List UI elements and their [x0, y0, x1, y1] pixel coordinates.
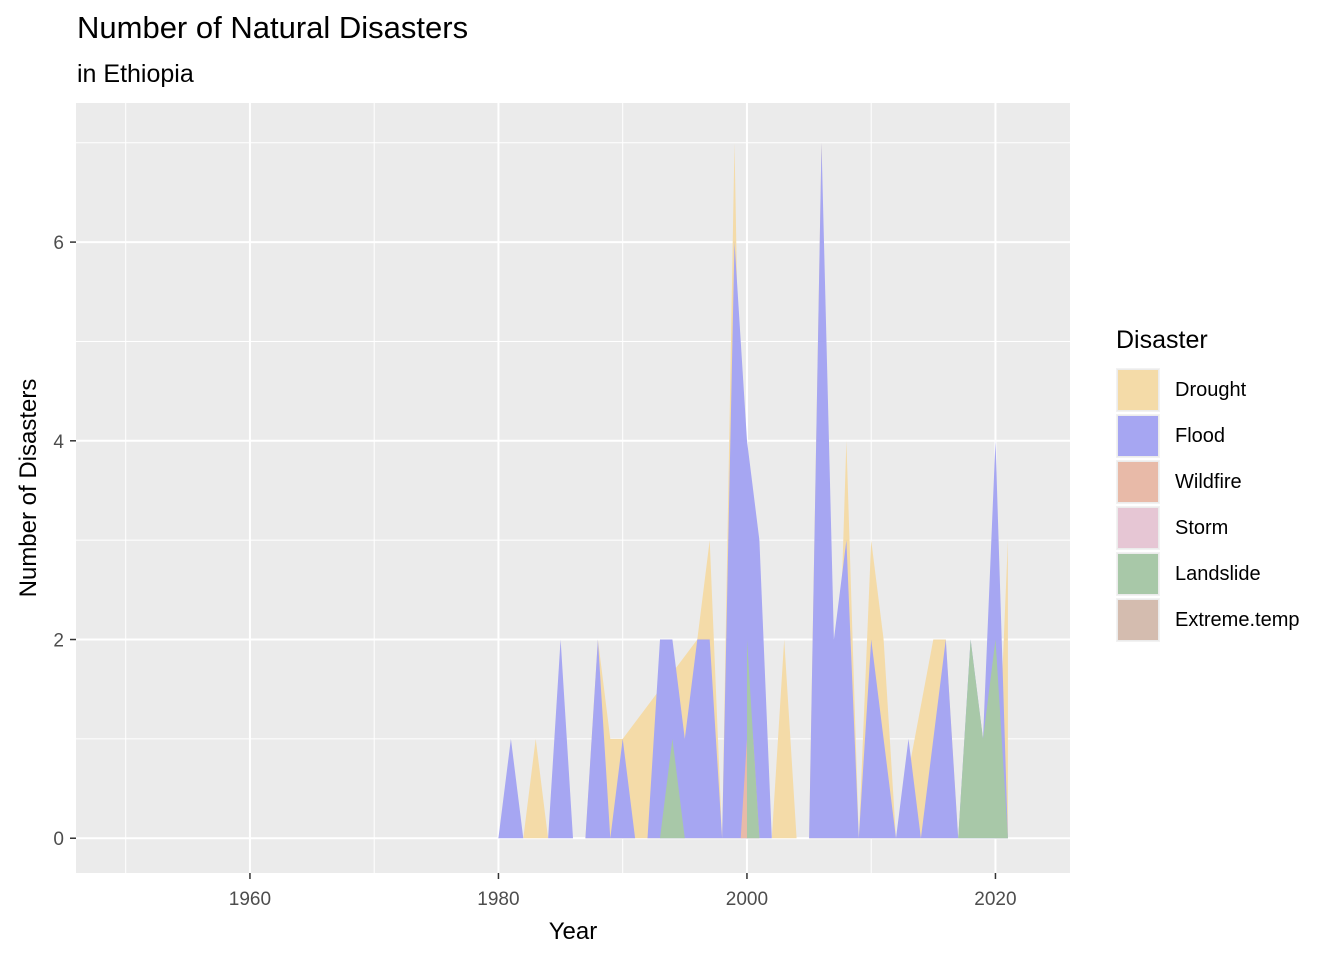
legend-item-flood: Flood	[1116, 413, 1299, 459]
x-tick-label: 2020	[974, 889, 1016, 910]
y-axis-title: Number of Disasters	[15, 379, 42, 598]
legend-key	[1116, 598, 1160, 642]
y-tick-label: 6	[53, 233, 64, 254]
legend-label: Extreme.temp	[1175, 608, 1300, 631]
legend-swatch-drought	[1118, 370, 1158, 410]
legend-item-landslide: Landslide	[1116, 551, 1299, 597]
legend-key	[1116, 368, 1160, 412]
legend-label: Flood	[1175, 424, 1226, 447]
x-tick-label: 1980	[477, 889, 519, 910]
x-tick-label: 2000	[726, 889, 768, 910]
y-tick-label: 2	[53, 631, 64, 652]
legend-label: Wildfire	[1175, 470, 1242, 493]
legend-swatch-extreme-temp	[1118, 600, 1158, 640]
legend-label: Storm	[1175, 516, 1229, 539]
y-tick-label: 0	[53, 829, 64, 850]
grid-major	[76, 103, 1070, 873]
legend-item-extreme-temp: Extreme.temp	[1116, 597, 1299, 643]
series-areas	[498, 142, 1008, 839]
legend-swatch-wildfire	[1118, 462, 1158, 502]
legend-key	[1116, 460, 1160, 504]
legend-item-wildfire: Wildfire	[1116, 459, 1299, 505]
area-flood	[498, 142, 1008, 839]
legend-key	[1116, 552, 1160, 596]
y-tick-label: 4	[53, 432, 64, 453]
chart-subtitle: in Ethiopia	[77, 60, 194, 88]
legend: Disaster Drought Flood Wildfire Storm Landsl…	[1116, 326, 1299, 643]
chart-title: Number of Natural Disasters	[77, 10, 469, 45]
legend-item-storm: Storm	[1116, 505, 1299, 551]
x-tick-label: 1960	[229, 889, 271, 910]
legend-swatch-flood	[1118, 416, 1158, 456]
legend-label: Landslide	[1175, 562, 1261, 585]
axis-ticks: 1960 1980 2000 2020 0 2 4 6	[53, 233, 1016, 910]
legend-key	[1116, 506, 1160, 550]
legend-items: Drought Flood Wildfire Storm Landslide Extrem…	[1116, 367, 1299, 643]
plot-panel	[76, 103, 1070, 873]
x-axis-title: Year	[549, 918, 598, 945]
legend-item-drought: Drought	[1116, 367, 1299, 413]
legend-swatch-landslide	[1118, 554, 1158, 594]
legend-title: Disaster	[1116, 326, 1208, 354]
area-landslide	[660, 639, 1008, 839]
legend-key	[1116, 414, 1160, 458]
legend-label: Drought	[1175, 378, 1247, 401]
legend-swatch-storm	[1118, 508, 1158, 548]
